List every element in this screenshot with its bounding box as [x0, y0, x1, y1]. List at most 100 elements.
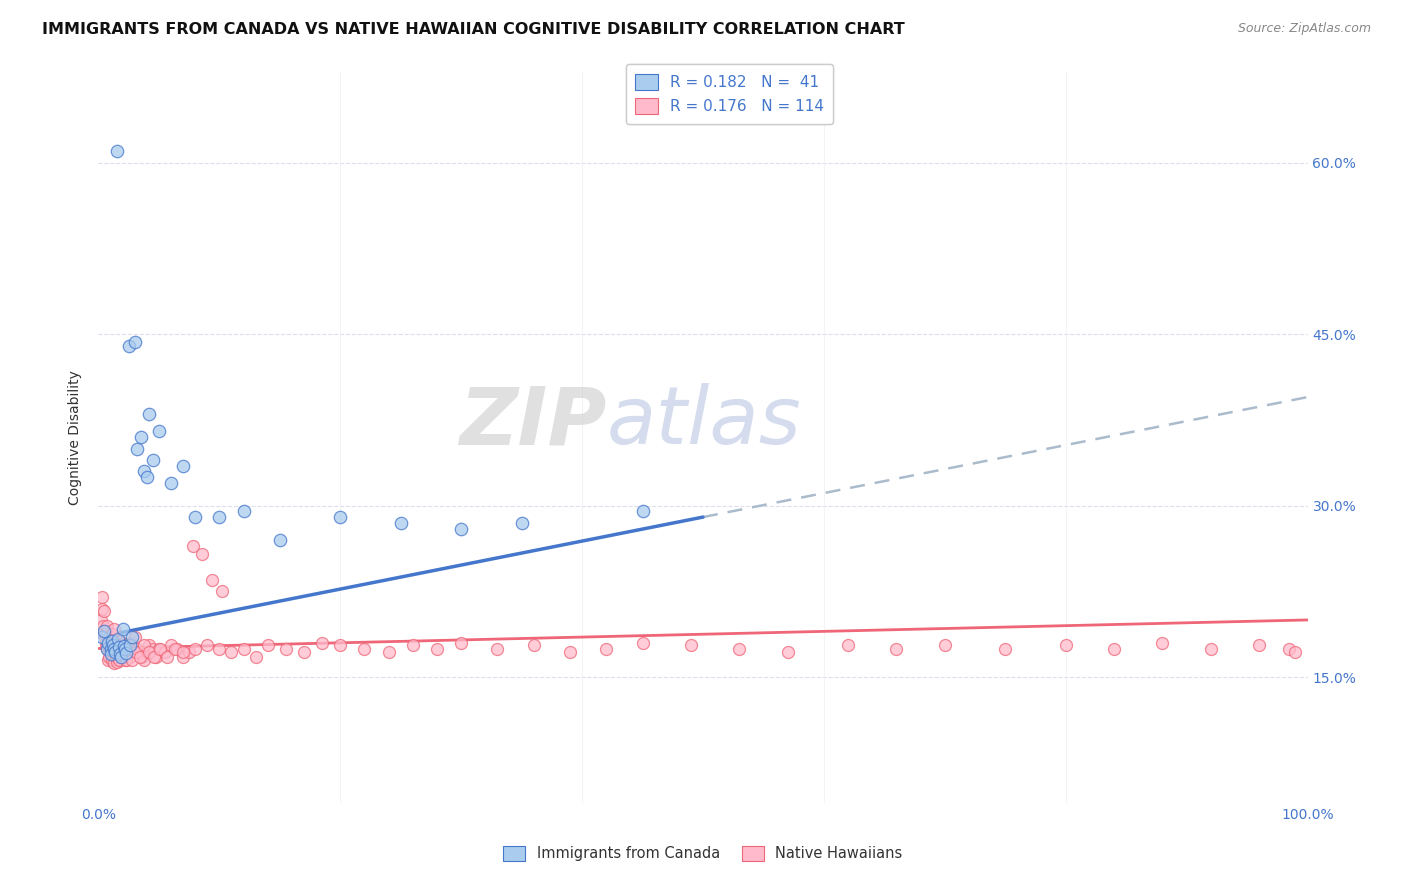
Point — [108, 647, 131, 661]
Point — [118, 638, 141, 652]
Point — [97, 638, 120, 652]
Point — [486, 641, 509, 656]
Point — [292, 645, 315, 659]
Text: atlas: atlas — [606, 384, 801, 461]
Point — [172, 645, 194, 659]
Point — [104, 645, 127, 659]
Point — [232, 641, 254, 656]
Point — [121, 630, 143, 644]
Point — [134, 464, 156, 478]
Point — [105, 655, 128, 669]
Point — [115, 653, 138, 667]
Point — [195, 638, 218, 652]
Point — [679, 638, 702, 652]
Point — [245, 649, 267, 664]
Point — [160, 475, 183, 490]
Point — [91, 618, 114, 632]
Point — [105, 638, 128, 652]
Point — [100, 647, 122, 661]
Point — [269, 533, 291, 547]
Legend: Immigrants from Canada, Native Hawaiians: Immigrants from Canada, Native Hawaiians — [498, 839, 908, 867]
Point — [156, 649, 179, 664]
Point — [1152, 636, 1174, 650]
Y-axis label: Cognitive Disability: Cognitive Disability — [69, 369, 83, 505]
Point — [329, 510, 352, 524]
Point — [179, 645, 201, 659]
Point — [311, 636, 333, 650]
Point — [98, 630, 121, 644]
Point — [135, 470, 157, 484]
Point — [93, 624, 115, 639]
Point — [172, 458, 194, 473]
Point — [184, 641, 207, 656]
Point — [96, 624, 118, 639]
Point — [101, 636, 124, 650]
Point — [1284, 645, 1306, 659]
Point — [148, 425, 170, 439]
Point — [1199, 641, 1222, 656]
Point — [184, 510, 207, 524]
Point — [118, 641, 141, 656]
Point — [1249, 638, 1271, 652]
Point — [142, 453, 165, 467]
Point — [107, 633, 129, 648]
Point — [114, 641, 136, 656]
Point — [558, 645, 581, 659]
Point — [181, 539, 204, 553]
Point — [118, 338, 141, 352]
Point — [110, 649, 132, 664]
Point — [120, 636, 142, 650]
Point — [128, 649, 150, 664]
Point — [1278, 641, 1301, 656]
Point — [127, 442, 149, 456]
Point — [134, 653, 156, 667]
Point — [107, 632, 129, 647]
Point — [886, 641, 908, 656]
Point — [402, 638, 425, 652]
Point — [389, 516, 412, 530]
Point — [138, 407, 160, 421]
Point — [105, 649, 128, 664]
Point — [100, 645, 122, 659]
Point — [111, 622, 134, 636]
Point — [142, 641, 165, 656]
Point — [111, 636, 134, 650]
Point — [101, 644, 124, 658]
Point — [100, 641, 122, 656]
Point — [115, 653, 138, 667]
Point — [143, 649, 166, 664]
Point — [112, 641, 135, 656]
Point — [114, 649, 136, 664]
Point — [131, 649, 153, 664]
Point — [94, 633, 117, 648]
Point — [100, 633, 122, 648]
Point — [148, 641, 170, 656]
Point — [153, 645, 176, 659]
Point — [91, 590, 114, 604]
Text: IMMIGRANTS FROM CANADA VS NATIVE HAWAIIAN COGNITIVE DISABILITY CORRELATION CHART: IMMIGRANTS FROM CANADA VS NATIVE HAWAIIA… — [42, 22, 905, 37]
Point — [426, 641, 449, 656]
Point — [129, 430, 152, 444]
Point — [172, 649, 194, 664]
Point — [121, 653, 143, 667]
Point — [163, 641, 186, 656]
Point — [108, 653, 131, 667]
Point — [118, 645, 141, 659]
Point — [107, 645, 129, 659]
Point — [97, 636, 120, 650]
Point — [96, 641, 118, 656]
Point — [221, 645, 243, 659]
Point — [108, 641, 131, 656]
Point — [108, 640, 131, 655]
Point — [101, 638, 124, 652]
Point — [450, 521, 472, 535]
Point — [128, 645, 150, 659]
Point — [103, 641, 125, 656]
Point — [103, 657, 125, 671]
Point — [115, 646, 138, 660]
Text: ZIP: ZIP — [458, 384, 606, 461]
Point — [166, 641, 188, 656]
Point — [201, 573, 224, 587]
Text: Source: ZipAtlas.com: Source: ZipAtlas.com — [1237, 22, 1371, 36]
Point — [631, 636, 654, 650]
